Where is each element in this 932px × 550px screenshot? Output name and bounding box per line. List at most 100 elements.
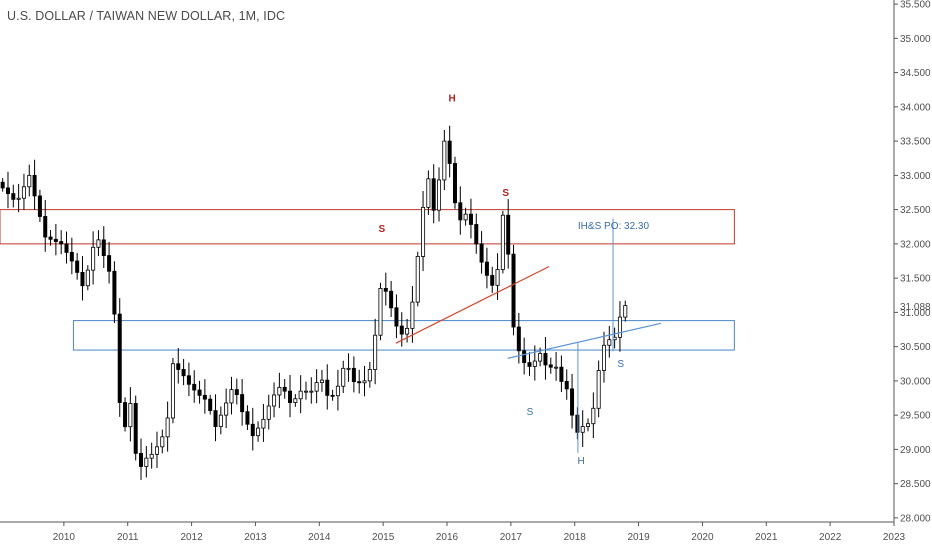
annotation-label: H: [448, 93, 455, 104]
candle-body: [91, 246, 96, 271]
candle-body: [522, 350, 527, 364]
x-tick-label: 2022: [819, 532, 842, 543]
candle-body: [484, 261, 489, 276]
candle-body: [202, 394, 207, 400]
candle-body: [186, 375, 191, 385]
candle-body: [149, 453, 154, 459]
candle-body: [107, 255, 112, 272]
y-tick-label: 29.500: [900, 411, 931, 422]
candle-body: [128, 403, 133, 428]
candle-body: [458, 202, 463, 221]
neckline-red: [395, 265, 550, 344]
candle-body: [335, 385, 340, 397]
annotation-label: S: [379, 224, 386, 235]
candle-body: [43, 216, 48, 238]
candle-body: [426, 178, 431, 208]
candle-body: [564, 381, 569, 390]
candle-body: [160, 436, 165, 448]
neckline-blue: [507, 322, 662, 359]
candle-body: [80, 272, 85, 287]
candle-body: [101, 239, 106, 256]
x-tick-label: 2019: [627, 532, 650, 543]
candle-body: [357, 381, 362, 384]
last-price-label: 31.088: [900, 302, 931, 313]
y-tick-label: 33.500: [900, 137, 931, 148]
candle-body: [27, 174, 32, 188]
candle-body: [250, 423, 255, 437]
candle-body: [543, 353, 548, 366]
candle-body: [351, 367, 356, 383]
candle-body: [394, 307, 399, 327]
candle-body: [601, 344, 606, 371]
y-tick-label: 30.500: [900, 342, 931, 353]
candle-body: [293, 398, 298, 403]
y-tick-label: 32.000: [900, 239, 931, 250]
candle-body: [325, 379, 330, 396]
candle-body: [240, 394, 245, 413]
candle-body: [208, 398, 213, 411]
y-tick-label: 34.500: [900, 68, 931, 79]
candle-body: [570, 388, 575, 416]
candle-body: [362, 380, 367, 384]
candle-body: [575, 414, 580, 433]
x-tick-label: 2015: [372, 532, 395, 543]
y-tick-label: 31.000: [900, 308, 931, 319]
x-tick-label: 2023: [883, 532, 906, 543]
candle-body: [399, 325, 404, 335]
candle-body: [0, 181, 5, 189]
candle-body: [154, 446, 159, 455]
y-tick-label: 34.000: [900, 102, 931, 113]
x-tick-label: 2018: [564, 532, 587, 543]
candle-body: [468, 213, 473, 225]
y-tick-label: 28.000: [900, 513, 931, 524]
candle-body: [282, 386, 287, 392]
candle-body: [373, 334, 378, 370]
candle-body: [85, 269, 90, 287]
candle-body: [389, 290, 394, 309]
candle-body: [32, 174, 37, 197]
candle-body: [341, 367, 346, 387]
support-zone: [72, 320, 735, 351]
candle-body: [378, 288, 383, 336]
candle-body: [586, 423, 591, 427]
candle-body: [479, 243, 484, 263]
x-tick-label: 2021: [755, 532, 778, 543]
candle-body: [490, 274, 495, 286]
candle-body: [346, 367, 351, 370]
candle-body: [96, 239, 101, 248]
candle-body: [272, 394, 277, 407]
candle-body: [298, 390, 303, 400]
candle-body: [463, 213, 468, 221]
candle-body: [37, 195, 42, 217]
candle-body: [623, 305, 628, 318]
candle-body: [266, 405, 271, 420]
candle-body: [309, 390, 314, 393]
y-tick-label: 28.500: [900, 479, 931, 490]
candle-body: [11, 193, 16, 200]
candle-body: [431, 178, 436, 211]
x-tick-label: 2010: [53, 532, 76, 543]
x-tick-label: 2020: [691, 532, 714, 543]
candle-body: [330, 394, 335, 397]
x-tick-label: 2016: [436, 532, 459, 543]
candle-body: [192, 383, 197, 391]
annotation-label: H: [577, 456, 584, 467]
candle-body: [181, 369, 186, 377]
candle-body: [548, 364, 553, 368]
candle-body: [303, 390, 308, 393]
candle-body: [133, 403, 138, 454]
candle-body: [511, 253, 516, 328]
candle-body: [64, 243, 69, 253]
candle-body: [442, 140, 447, 181]
candle-body: [5, 187, 10, 195]
chart-title: U.S. DOLLAR / TAIWAN NEW DOLLAR, 1M, IDC: [7, 9, 286, 23]
candle-body: [405, 327, 410, 335]
candle-body: [506, 214, 511, 255]
candle-body: [607, 339, 612, 346]
candle-body: [117, 313, 122, 403]
candle-body: [314, 382, 319, 392]
x-tick-label: 2017: [500, 532, 523, 543]
candle-body: [234, 389, 239, 395]
